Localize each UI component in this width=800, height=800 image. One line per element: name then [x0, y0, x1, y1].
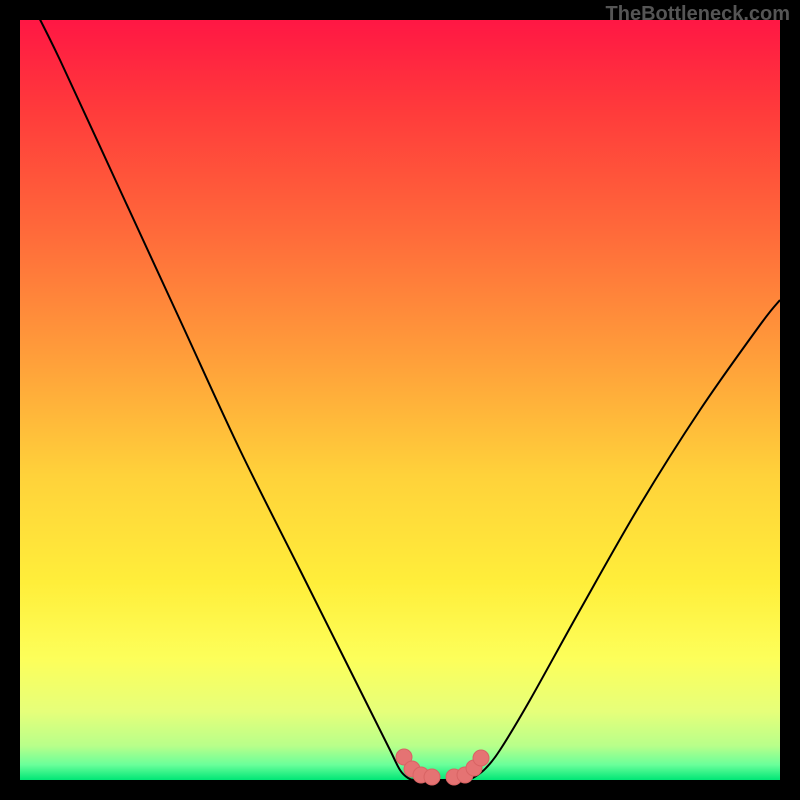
chart-container: TheBottleneck.com [0, 0, 800, 800]
frame-right [780, 0, 800, 800]
marker-dot [473, 750, 489, 766]
attribution-text: TheBottleneck.com [606, 3, 790, 26]
gradient-background [20, 20, 780, 780]
marker-dot [424, 769, 440, 785]
frame-left [0, 0, 20, 800]
frame-bottom [0, 780, 800, 800]
plot-svg [0, 0, 800, 800]
